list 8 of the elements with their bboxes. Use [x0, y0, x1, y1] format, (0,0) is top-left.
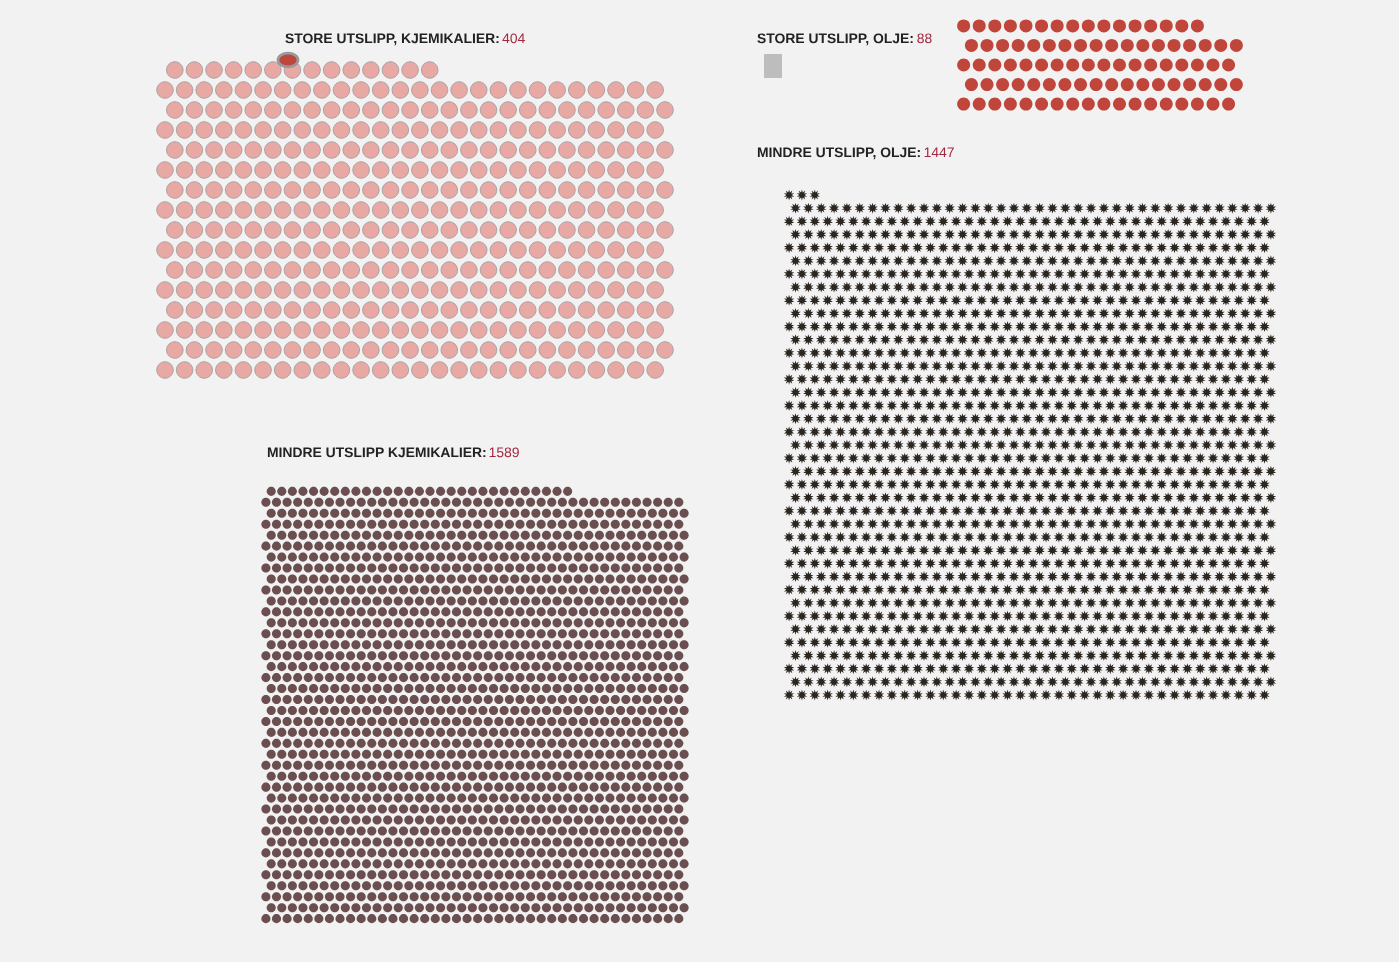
data-label: 404 — [502, 33, 525, 44]
data-label: 1447 — [924, 147, 954, 158]
data-label: 1589 — [489, 447, 519, 458]
text: MINDRE UTSLIPP, OLJE: — [757, 147, 920, 160]
data-label: 88 — [917, 33, 932, 44]
text: STORE UTSLIPP, KJEMIKALIER: — [285, 33, 499, 46]
text: MINDRE UTSLIPP KJEMIKALIER: — [267, 447, 486, 458]
text: STORE UTSLIPP, OLJE: — [757, 33, 913, 46]
